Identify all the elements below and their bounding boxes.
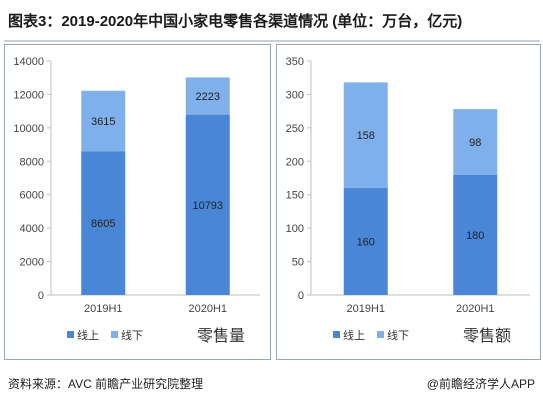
bar-segment xyxy=(343,82,388,189)
legend-swatch xyxy=(111,331,118,338)
legend-label: 线上 xyxy=(343,328,365,342)
x-tick-label: 2020H1 xyxy=(456,303,495,315)
data-label: 98 xyxy=(469,137,481,149)
bar-segment xyxy=(81,90,126,152)
y-tick-label: 2000 xyxy=(20,257,44,269)
legend-label: 线下 xyxy=(121,328,143,342)
chart-title: 图表3：2019-2020年中国小家电零售各渠道情况 (单位：万台，亿元) xyxy=(8,13,463,30)
brand-credit: @前瞻经济学人APP xyxy=(426,377,535,391)
x-tick-label: 2020H1 xyxy=(188,303,227,315)
x-tick-label: 2019H1 xyxy=(84,303,123,315)
bar-segment xyxy=(453,174,498,295)
y-tick-label: 250 xyxy=(286,123,304,135)
y-tick-label: 0 xyxy=(298,290,304,302)
y-tick-label: 150 xyxy=(286,190,304,202)
source-note: 资料来源：AVC 前瞻产业研究院整理 xyxy=(8,377,204,391)
y-tick-label: 10000 xyxy=(13,123,44,135)
y-tick-label: 8000 xyxy=(20,156,44,168)
data-label: 8605 xyxy=(91,218,115,230)
data-label: 180 xyxy=(466,230,484,242)
y-tick-label: 12000 xyxy=(13,89,44,101)
chart-label: 零售量 xyxy=(197,327,245,345)
y-tick-label: 0 xyxy=(38,290,44,302)
bar-segment xyxy=(81,151,126,295)
y-tick-label: 200 xyxy=(286,156,304,168)
bar-segment xyxy=(453,109,498,175)
legend-label: 线上 xyxy=(77,328,99,342)
y-tick-label: 4000 xyxy=(20,223,44,235)
retail-volume-panel: 0 2000 4000 6000 8000 10000 12000 14000 8605 3615… xyxy=(4,44,271,360)
y-tick-label: 300 xyxy=(286,89,304,101)
bar-segment xyxy=(185,77,230,115)
retail-value-chart: 0 50 100 150 200 250 300 350 160 158 2019H1 180 98 20… xyxy=(286,56,530,345)
bar-segment xyxy=(343,188,388,295)
data-label: 10793 xyxy=(192,200,223,212)
x-tick-label: 2019H1 xyxy=(346,303,385,315)
legend-swatch xyxy=(67,331,74,338)
retail-volume-chart: 0 2000 4000 6000 8000 10000 12000 14000 8605 3615… xyxy=(13,56,260,345)
retail-value-panel: 0 50 100 150 200 250 300 350 160 158 2019H1 180 98 20… xyxy=(276,44,541,360)
data-label: 3615 xyxy=(91,116,115,128)
data-label: 2223 xyxy=(196,91,220,103)
title-underline xyxy=(4,40,540,42)
y-tick-label: 100 xyxy=(286,223,304,235)
chart-label: 零售额 xyxy=(463,327,511,345)
data-label: 160 xyxy=(357,237,375,249)
bar-segment xyxy=(185,114,230,295)
y-tick-label: 14000 xyxy=(13,56,44,68)
data-label: 158 xyxy=(357,130,375,142)
y-tick-label: 6000 xyxy=(20,190,44,202)
legend-label: 线下 xyxy=(387,328,409,342)
y-tick-label: 50 xyxy=(292,257,304,269)
y-tick-label: 350 xyxy=(286,56,304,68)
legend-swatch xyxy=(377,331,384,338)
legend-swatch xyxy=(333,331,340,338)
